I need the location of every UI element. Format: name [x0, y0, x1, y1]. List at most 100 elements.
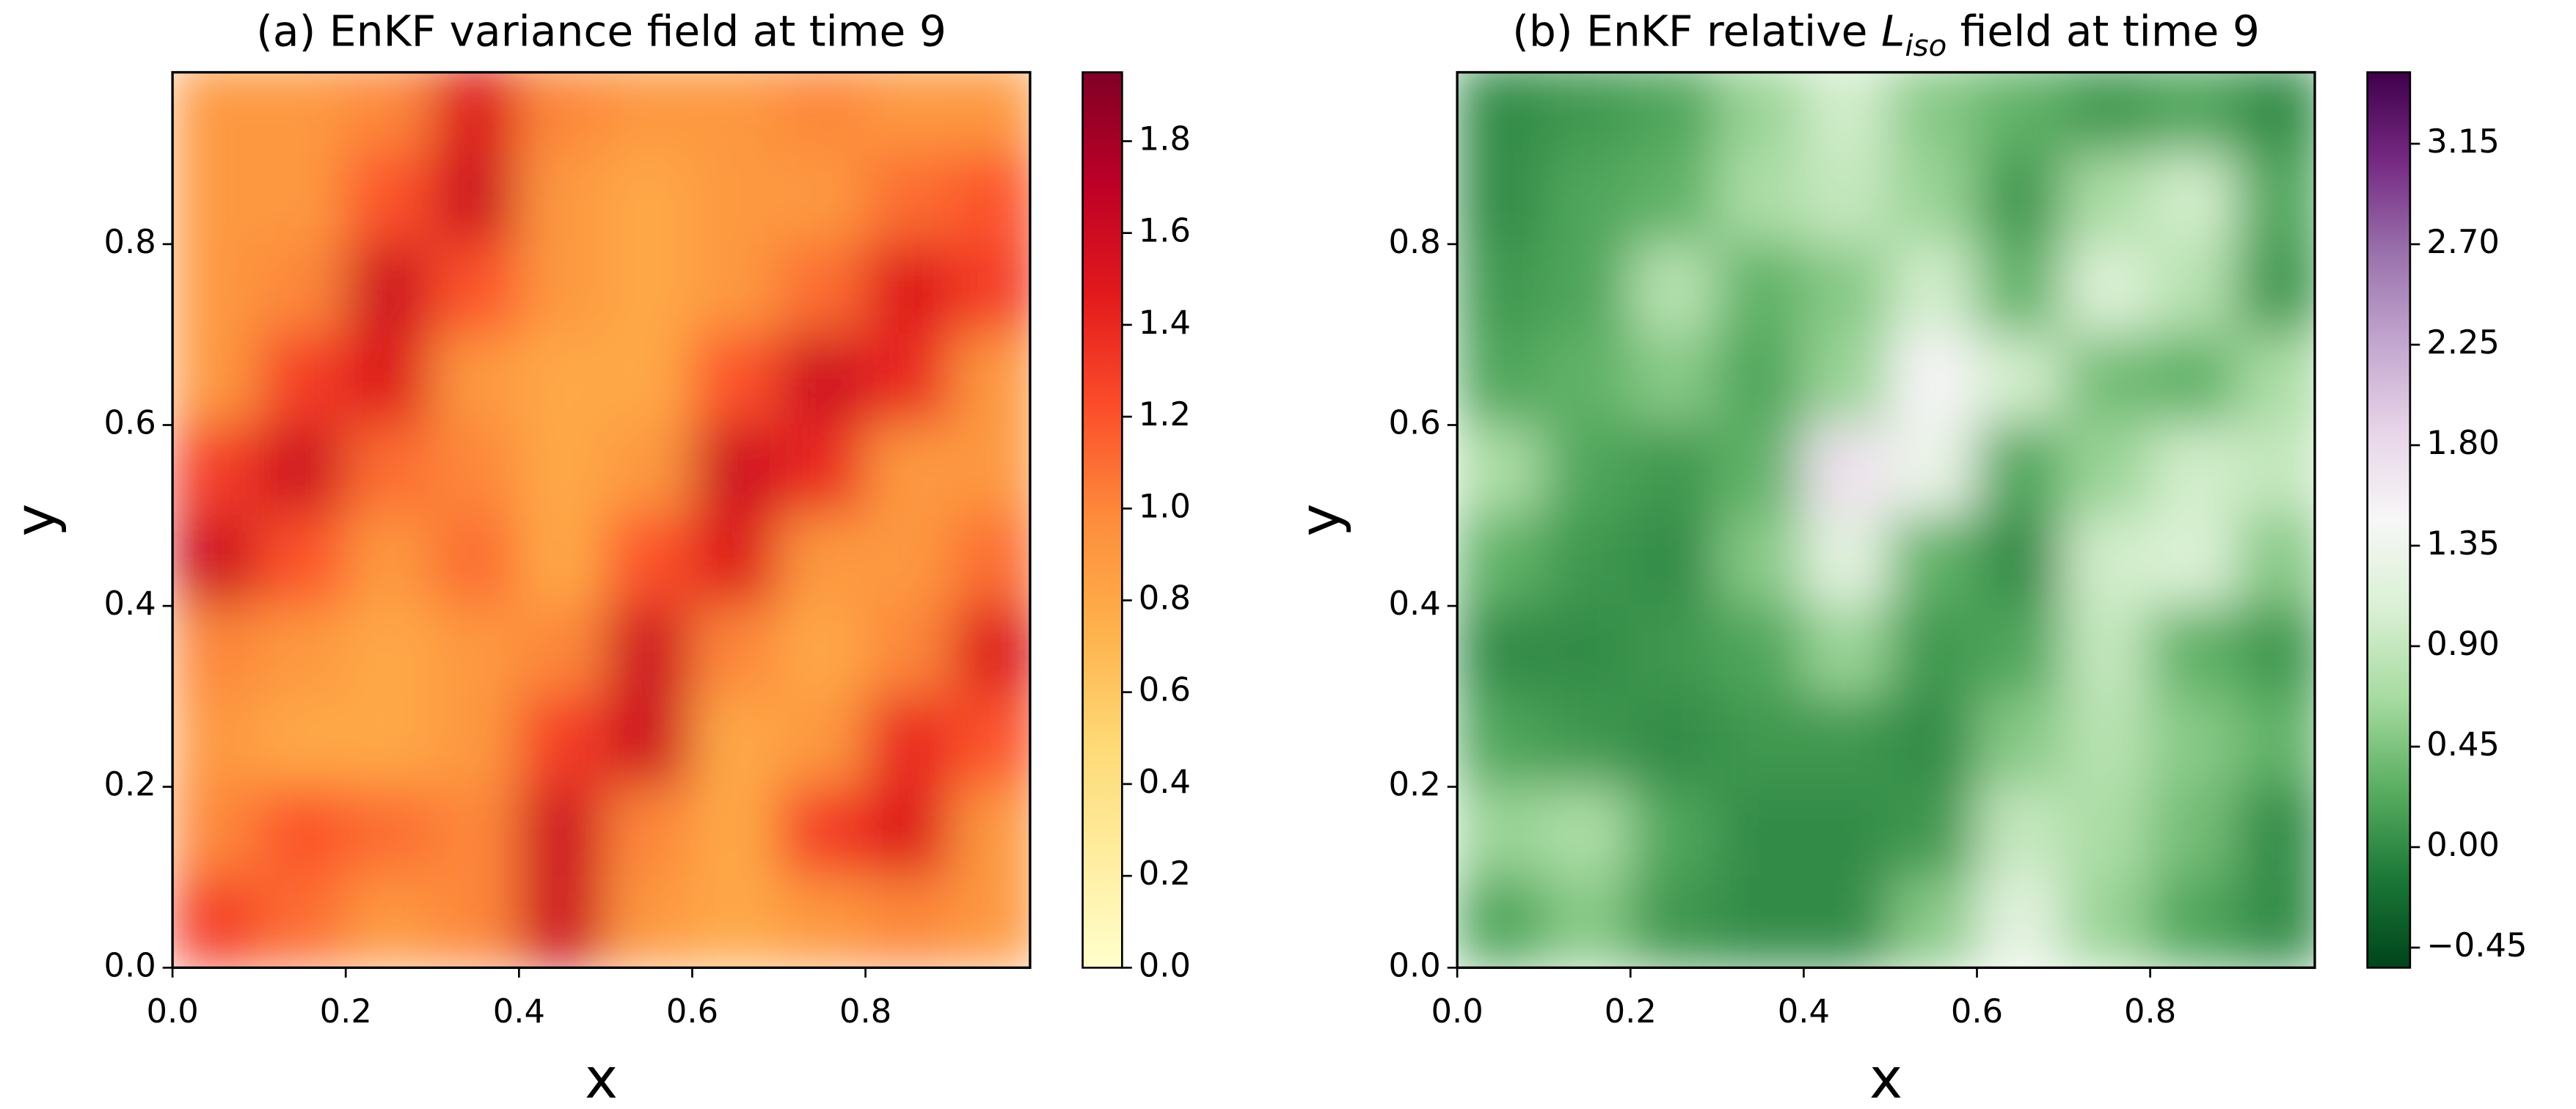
- y-tick-label: 0.4: [1389, 584, 1441, 623]
- x-tick-label: 0.8: [839, 992, 891, 1031]
- heatmap-cell: [1803, 243, 1891, 336]
- x-tick-label: 0.4: [493, 992, 545, 1031]
- y-tick-label: 0.0: [1389, 945, 1441, 984]
- heatmap-cell: [691, 72, 780, 155]
- heatmap-cell: [1889, 604, 1978, 698]
- heatmap-cell: [518, 695, 607, 788]
- heatmap-cell: [778, 243, 866, 336]
- heatmap-cell: [2062, 604, 2151, 698]
- colorbar-tick-label: 0.2: [1139, 854, 1191, 893]
- colorbar-tick-label: 0.6: [1139, 670, 1191, 709]
- heatmap-cell: [345, 786, 434, 879]
- heatmap-cell: [1457, 153, 1545, 245]
- heatmap-cell: [691, 604, 780, 698]
- colorbar-tick-label: 0.90: [2426, 624, 2500, 663]
- heatmap-cell: [345, 514, 434, 607]
- colorbar-tick-label: 0.0: [1139, 945, 1191, 984]
- heatmap-cell: [1889, 72, 1978, 155]
- heatmap-cell: [2236, 334, 2315, 426]
- heatmap-cell: [2149, 334, 2238, 426]
- heatmap-cell: [518, 514, 607, 607]
- heatmap-cell: [1630, 514, 1718, 607]
- heatmap-cell: [345, 876, 434, 968]
- heatmap-cell: [605, 695, 693, 788]
- heatmap-cell: [431, 424, 520, 516]
- heatmap-cell: [951, 72, 1030, 155]
- heatmap-cell: [2236, 514, 2315, 607]
- heatmap-cell: [1457, 786, 1545, 879]
- heatmap-cell: [2236, 243, 2315, 336]
- heatmap-cell: [172, 72, 260, 155]
- heatmap-cell: [691, 695, 780, 788]
- colorbar-tick-label: 2.70: [2426, 222, 2500, 261]
- colorbar-tick-label: 0.45: [2426, 725, 2500, 764]
- heatmap-cell: [345, 153, 434, 245]
- heatmap-cell: [1457, 604, 1545, 698]
- heatmap-cell: [431, 786, 520, 879]
- heatmap-cell: [1716, 72, 1805, 155]
- heatmap-cell: [605, 334, 693, 426]
- title-symbol: L: [1881, 7, 1905, 56]
- colorbar-tick-label: 1.6: [1139, 211, 1191, 250]
- heatmap-cell: [605, 514, 693, 607]
- heatmap-cell: [1976, 695, 2065, 788]
- heatmap-cell: [1976, 334, 2065, 426]
- colorbar-tick-label: 2.25: [2426, 323, 2500, 362]
- heatmap-cell: [258, 243, 347, 336]
- heatmap-cell: [1630, 153, 1718, 245]
- heatmap-cell: [345, 695, 434, 788]
- heatmap-cell: [691, 424, 780, 516]
- heatmap-cell: [1543, 243, 1632, 336]
- y-tick-label: 0.8: [104, 222, 156, 261]
- heatmap-cell: [778, 72, 866, 155]
- heatmap-cell: [345, 243, 434, 336]
- heatmap-cell: [1630, 72, 1718, 155]
- heatmap-cell: [605, 72, 693, 155]
- heatmap: [172, 72, 1030, 968]
- heatmap-cell: [1543, 514, 1632, 607]
- heatmap-cell: [258, 604, 347, 698]
- heatmap-cell: [258, 153, 347, 245]
- heatmap-cell: [778, 514, 866, 607]
- heatmap-cell: [605, 424, 693, 516]
- heatmap-cell: [864, 604, 953, 698]
- heatmap-cell: [1889, 424, 1978, 516]
- heatmap-cell: [2149, 695, 2238, 788]
- heatmap-cell: [258, 695, 347, 788]
- heatmap-cell: [1457, 876, 1545, 968]
- heatmap-cell: [1457, 72, 1545, 155]
- heatmap-cell: [951, 243, 1030, 336]
- heatmap-area: [1457, 72, 2315, 968]
- heatmap-cell: [1889, 786, 1978, 879]
- x-tick-label: 0.0: [1431, 992, 1484, 1031]
- heatmap-cell: [345, 424, 434, 516]
- heatmap-cell: [1803, 604, 1891, 698]
- heatmap-cell: [1457, 424, 1545, 516]
- heatmap-cell: [431, 334, 520, 426]
- heatmap-cell: [258, 786, 347, 879]
- heatmap-cell: [1803, 695, 1891, 788]
- chart-title: (a) EnKF variance field at time 9: [256, 7, 946, 56]
- heatmap-cell: [431, 514, 520, 607]
- colorbar-tick-label: 0.4: [1139, 762, 1191, 801]
- heatmap-cell: [518, 876, 607, 968]
- heatmap-cell: [258, 514, 347, 607]
- heatmap-cell: [172, 876, 260, 968]
- heatmap-cell: [1457, 514, 1545, 607]
- heatmap-area: [172, 72, 1030, 968]
- heatmap-cell: [1457, 695, 1545, 788]
- heatmap-cell: [2149, 72, 2238, 155]
- y-tick-label: 0.8: [1389, 222, 1441, 261]
- heatmap-cell: [1630, 243, 1718, 336]
- heatmap-cell: [1716, 334, 1805, 426]
- heatmap-cell: [1630, 876, 1718, 968]
- heatmap-cell: [951, 334, 1030, 426]
- heatmap-cell: [864, 243, 953, 336]
- heatmap-cell: [1976, 604, 2065, 698]
- heatmap-cell: [1889, 243, 1978, 336]
- heatmap-cell: [778, 424, 866, 516]
- heatmap-cell: [1716, 153, 1805, 245]
- heatmap-cell: [2062, 695, 2151, 788]
- y-axis-label: y: [2, 503, 67, 536]
- heatmap-cell: [518, 72, 607, 155]
